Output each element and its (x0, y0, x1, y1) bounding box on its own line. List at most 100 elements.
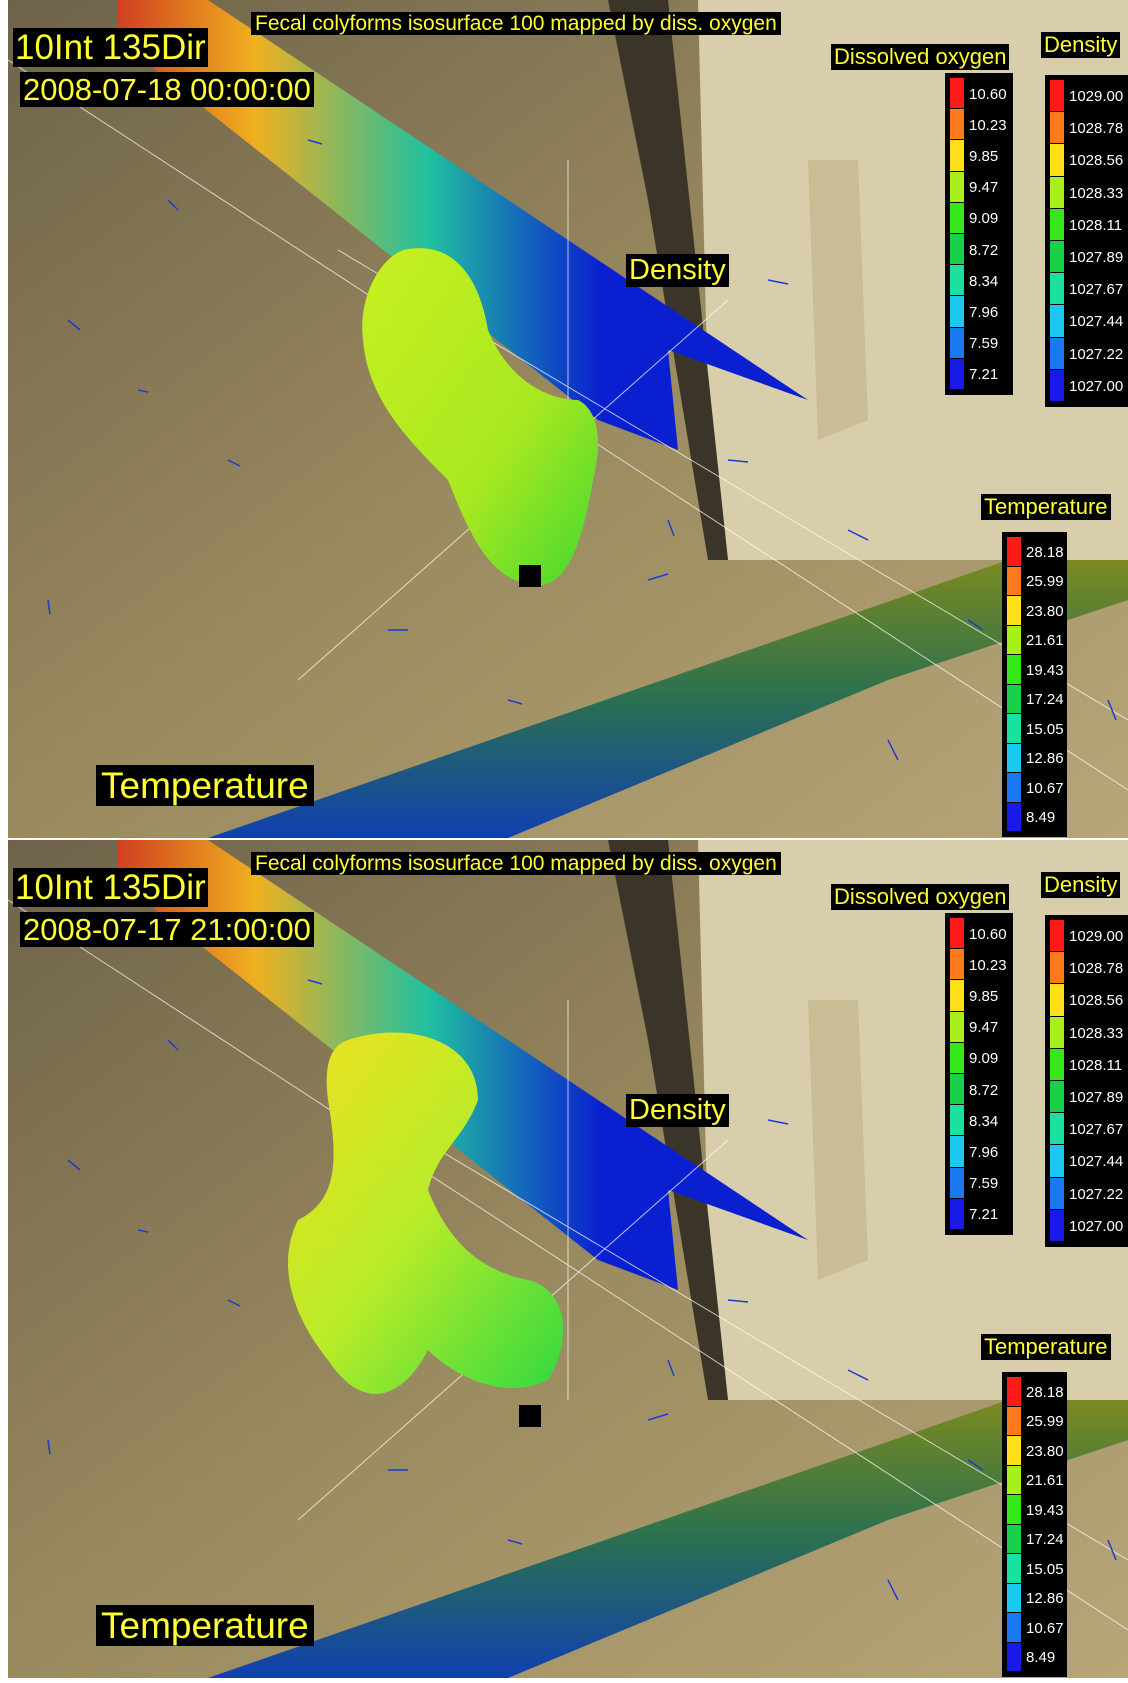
legend-value: 1028.56 (1069, 992, 1124, 1010)
legend-swatch (1050, 80, 1064, 112)
legend-entry: 1027.22 (1045, 1177, 1128, 1210)
legend-swatch (950, 1198, 964, 1229)
dissolved-oxygen-legend: 10.60 10.23 9.85 9.47 9.09 8.72 8.34 7.96 7.59 7.… (945, 73, 1013, 395)
legend-entry: 23.80 (1002, 596, 1067, 626)
temperature-slab-label: Temperature (96, 765, 314, 806)
legend-value: 12.86 (1026, 1590, 1064, 1608)
legend-value: 10.23 (969, 956, 1007, 974)
legend-swatch (950, 140, 964, 171)
legend-swatch (950, 327, 964, 358)
legend-swatch (950, 980, 964, 1011)
legend-value: 23.80 (1026, 1442, 1064, 1460)
legend-swatch (1007, 1436, 1021, 1465)
legend-entry: 7.21 (945, 358, 1013, 390)
view-panel-top: Fecal colyforms isosurface 100 mapped by… (8, 0, 1128, 838)
legend-entry: 21.61 (1002, 625, 1067, 656)
legend-entry: 28.18 (1002, 537, 1067, 567)
legend-entry: 15.05 (1002, 714, 1067, 744)
legend-swatch (1050, 273, 1064, 305)
legend-swatch (1007, 1642, 1021, 1671)
dissolved-oxygen-legend: 10.60 10.23 9.85 9.47 9.09 8.72 8.34 7.96 7.59 7.… (945, 913, 1013, 1235)
legend-entry: 8.49 (1002, 802, 1067, 833)
legend-entry: 8.72 (945, 1074, 1013, 1105)
legend-swatch (1007, 1554, 1021, 1583)
legend-entry: 10.23 (945, 109, 1013, 140)
legend-value: 1027.44 (1069, 313, 1124, 331)
flow-arrows (47, 139, 1117, 761)
legend-entry: 1027.44 (1045, 305, 1128, 337)
legend-value: 10.67 (1026, 779, 1064, 797)
legend-swatch (1007, 1377, 1021, 1406)
legend-value: 7.21 (969, 1206, 999, 1224)
density-slab-label: Density (626, 1094, 729, 1127)
legend-entry: 1027.00 (1045, 369, 1128, 402)
legend-value: 7.96 (969, 303, 999, 321)
legend-entry: 9.85 (945, 980, 1013, 1011)
legend-entry: 7.59 (945, 1167, 1013, 1199)
legend-value: 1027.00 (1069, 377, 1124, 395)
legend-value: 1027.67 (1069, 281, 1124, 299)
legend-entry: 9.85 (945, 140, 1013, 171)
legend-swatch (1007, 684, 1021, 713)
run-id-label: 10Int 135Dir (13, 28, 208, 67)
density-legend: 1029.00 1028.78 1028.56 1028.33 1028.11 1027.… (1045, 915, 1128, 1247)
legend-entry: 25.99 (1002, 1406, 1067, 1437)
legend-value: 1027.22 (1069, 345, 1124, 363)
legend-entry: 23.80 (1002, 1436, 1067, 1466)
legend-value: 9.09 (969, 1050, 999, 1068)
legend-swatch (950, 234, 964, 265)
outfall-marker (519, 565, 541, 587)
plot-title: Fecal colyforms isosurface 100 mapped by… (251, 852, 781, 875)
legend-swatch (1050, 176, 1064, 208)
legend-entry: 1027.22 (1045, 337, 1128, 370)
temperature-legend: 28.18 25.99 23.80 21.61 19.43 17.24 15.05 12.86… (1002, 532, 1067, 837)
legend-swatch (950, 1136, 964, 1167)
legend-value: 1027.44 (1069, 1153, 1124, 1171)
legend-value: 1027.89 (1069, 1089, 1124, 1107)
legend-value: 9.85 (969, 147, 999, 165)
legend-value: 10.23 (969, 116, 1007, 134)
legend-value: 1028.11 (1069, 216, 1123, 234)
legend-entry: 1029.00 (1045, 80, 1128, 112)
legend-swatch (1007, 1465, 1021, 1494)
legend-entry: 17.24 (1002, 1524, 1067, 1555)
legend-value: 8.34 (969, 272, 999, 290)
legend-swatch (1007, 1495, 1021, 1524)
legend-swatch (1050, 112, 1064, 144)
legend-value: 10.60 (969, 85, 1007, 103)
legend-entry: 1028.11 (1045, 1048, 1128, 1081)
legend-swatch (1050, 1177, 1064, 1209)
legend-entry: 1028.78 (1045, 952, 1128, 984)
legend-value: 9.09 (969, 210, 999, 228)
scene-3d-view (8, 0, 1128, 838)
outfall-marker (519, 1405, 541, 1427)
legend-value: 8.49 (1026, 809, 1056, 827)
legend-value: 10.60 (969, 925, 1007, 943)
legend-swatch (950, 265, 964, 296)
legend-entry: 15.05 (1002, 1554, 1067, 1584)
legend-entry: 10.60 (945, 78, 1013, 109)
legend-swatch (1007, 802, 1021, 831)
legend-swatch (1050, 305, 1064, 337)
legend-entry: 1028.33 (1045, 176, 1128, 209)
legend-value: 8.72 (969, 241, 999, 259)
legend-entry: 9.47 (945, 171, 1013, 203)
density-slab (118, 0, 808, 450)
legend-swatch (1050, 1113, 1064, 1145)
temperature-legend: 28.18 25.99 23.80 21.61 19.43 17.24 15.05 12.86… (1002, 1372, 1067, 1677)
legend-entry: 9.47 (945, 1011, 1013, 1043)
legend-swatch (950, 202, 964, 233)
legend-value: 17.24 (1026, 1531, 1064, 1549)
legend-swatch (950, 1167, 964, 1198)
legend-entry: 19.43 (1002, 655, 1067, 685)
legend-swatch (950, 78, 964, 109)
density-legend: 1029.00 1028.78 1028.56 1028.33 1028.11 1027.… (1045, 75, 1128, 407)
temperature-slab (208, 560, 1128, 838)
legend-value: 17.24 (1026, 691, 1064, 709)
legend-swatch (950, 171, 964, 202)
flow-arrows (47, 979, 1117, 1601)
legend-value: 1028.78 (1069, 960, 1124, 978)
legend-entry: 9.09 (945, 202, 1013, 234)
legend-value: 1028.33 (1069, 1024, 1124, 1042)
legend-entry: 7.96 (945, 1136, 1013, 1167)
